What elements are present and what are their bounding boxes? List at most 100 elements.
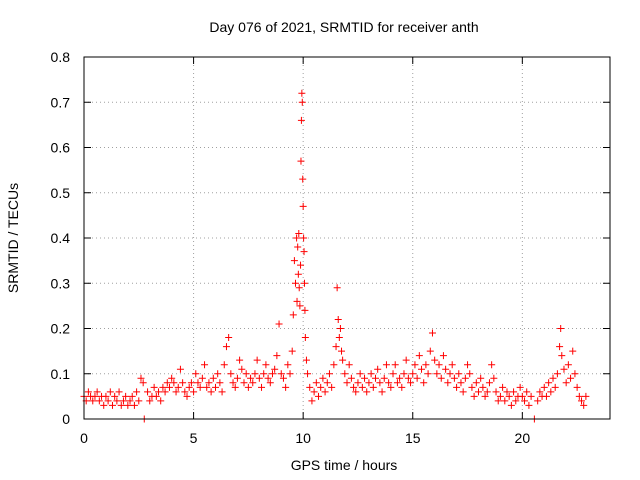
data-point bbox=[575, 392, 583, 400]
data-point bbox=[556, 343, 564, 351]
chart-title: Day 076 of 2021, SRMTID for receiver ant… bbox=[209, 19, 478, 35]
data-point bbox=[203, 383, 211, 391]
data-point bbox=[339, 356, 347, 364]
data-point bbox=[212, 383, 219, 391]
data-point bbox=[431, 356, 439, 364]
data-point bbox=[207, 388, 215, 396]
data-point bbox=[205, 379, 213, 387]
y-tick-label: 0.6 bbox=[51, 140, 71, 156]
data-point bbox=[185, 383, 193, 391]
y-tick-label: 0.4 bbox=[51, 230, 71, 246]
data-point bbox=[428, 329, 436, 337]
data-point bbox=[236, 356, 244, 364]
data-point bbox=[415, 352, 423, 360]
data-point bbox=[233, 374, 241, 382]
data-point bbox=[301, 334, 309, 342]
data-point bbox=[453, 383, 461, 391]
data-point bbox=[271, 365, 279, 373]
data-point bbox=[296, 302, 304, 310]
data-point bbox=[312, 379, 320, 387]
data-point bbox=[450, 374, 458, 382]
data-point bbox=[540, 383, 548, 391]
data-point bbox=[295, 284, 303, 292]
data-point bbox=[253, 356, 261, 364]
data-point bbox=[407, 379, 415, 387]
y-tick-label: 0.7 bbox=[51, 94, 71, 110]
data-point bbox=[409, 370, 417, 378]
data-point bbox=[507, 401, 515, 409]
data-point bbox=[108, 401, 116, 409]
data-point bbox=[304, 370, 312, 378]
data-point bbox=[475, 388, 482, 396]
data-point bbox=[264, 374, 272, 382]
data-point bbox=[137, 374, 145, 382]
data-point bbox=[455, 370, 463, 378]
data-point bbox=[297, 261, 305, 269]
data-point bbox=[464, 361, 472, 369]
data-point bbox=[302, 356, 310, 364]
data-point bbox=[159, 383, 167, 391]
data-point bbox=[106, 388, 114, 396]
y-tick-label: 0.5 bbox=[51, 185, 71, 201]
data-point bbox=[100, 401, 108, 409]
data-point bbox=[288, 347, 296, 355]
data-point bbox=[534, 397, 542, 405]
data-point bbox=[333, 284, 341, 292]
data-point bbox=[470, 392, 478, 400]
data-point bbox=[227, 370, 235, 378]
data-point bbox=[336, 325, 344, 332]
data-point bbox=[170, 379, 178, 387]
data-point bbox=[161, 388, 169, 396]
data-point bbox=[420, 379, 428, 387]
data-point bbox=[117, 401, 125, 409]
data-point bbox=[249, 379, 257, 387]
data-point bbox=[402, 356, 410, 364]
data-point bbox=[240, 379, 248, 387]
data-point bbox=[332, 343, 340, 351]
data-point bbox=[356, 370, 364, 378]
data-point bbox=[345, 361, 353, 369]
data-point bbox=[503, 388, 511, 396]
data-point bbox=[459, 388, 467, 396]
data-point bbox=[518, 392, 526, 400]
data-point bbox=[113, 397, 121, 405]
data-point bbox=[168, 374, 176, 382]
data-point bbox=[411, 361, 419, 369]
data-point bbox=[133, 388, 141, 396]
data-point bbox=[560, 365, 568, 373]
data-point bbox=[209, 374, 217, 382]
data-point bbox=[393, 379, 401, 387]
data-point bbox=[558, 352, 566, 360]
data-point bbox=[551, 383, 559, 391]
data-point bbox=[442, 365, 450, 373]
data-point bbox=[567, 374, 575, 382]
x-tick-label: 20 bbox=[515, 430, 531, 446]
data-point bbox=[124, 401, 132, 409]
data-point bbox=[426, 347, 434, 355]
data-point bbox=[516, 383, 524, 391]
data-point bbox=[510, 388, 518, 396]
data-point bbox=[282, 383, 290, 391]
data-point bbox=[527, 392, 535, 400]
data-point bbox=[144, 388, 152, 396]
data-point bbox=[492, 388, 500, 396]
data-point bbox=[298, 98, 306, 106]
data-point bbox=[299, 202, 307, 210]
data-point bbox=[323, 379, 331, 387]
data-point bbox=[389, 370, 397, 378]
data-point bbox=[404, 374, 412, 382]
data-point bbox=[385, 379, 393, 387]
data-point bbox=[179, 379, 187, 387]
data-point bbox=[244, 383, 252, 391]
data-point bbox=[367, 370, 375, 378]
data-point bbox=[300, 248, 308, 256]
data-point bbox=[472, 379, 480, 387]
data-point bbox=[571, 370, 579, 378]
data-point bbox=[298, 89, 306, 97]
data-point bbox=[483, 388, 491, 396]
data-point bbox=[255, 374, 263, 382]
data-point bbox=[365, 379, 373, 387]
tick-labels-layer: 0 0.1 0.2 0.3 0.4 0.5 0.6 0.7 0.8 0 5 10 15 20 bbox=[51, 49, 531, 446]
data-point bbox=[139, 379, 147, 387]
x-tick-label: 15 bbox=[405, 430, 421, 446]
